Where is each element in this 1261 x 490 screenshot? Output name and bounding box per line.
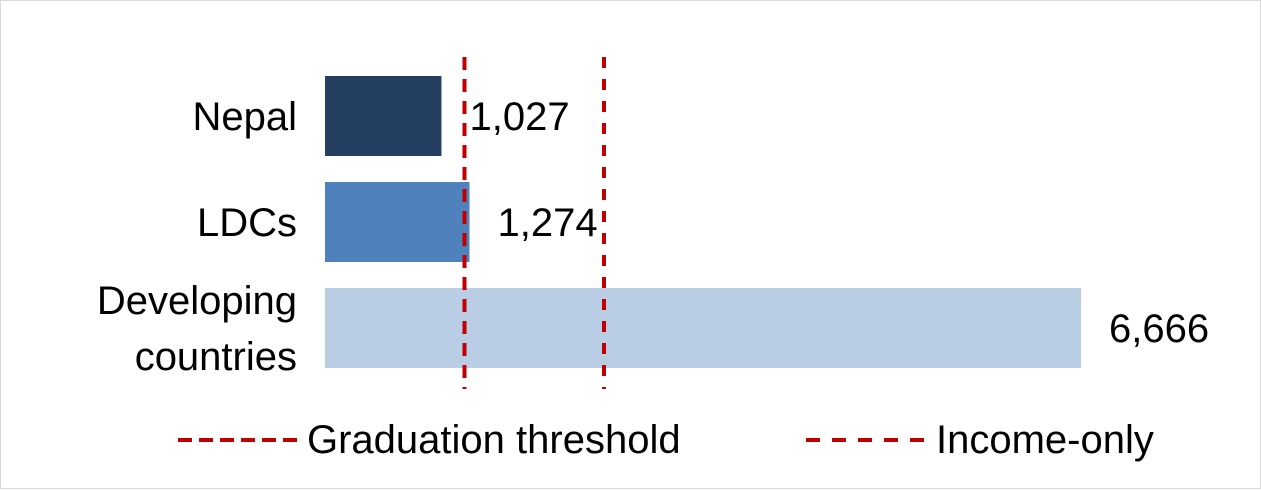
legend-label-1: Income-only (936, 418, 1154, 462)
value-label-2: 6,666 (1109, 307, 1209, 351)
category-label-1-0: LDCs (197, 201, 297, 245)
category-label-2-0: Developing (97, 279, 297, 323)
bar-0 (325, 76, 442, 156)
value-label-1: 1,274 (497, 201, 597, 245)
legend-label-0: Graduation threshold (307, 418, 681, 462)
category-label-0-0: Nepal (192, 95, 297, 139)
bar-2 (325, 288, 1081, 368)
bar-1 (325, 182, 470, 262)
value-label-0: 1,027 (469, 95, 569, 139)
category-label-2-1: countries (135, 335, 297, 379)
